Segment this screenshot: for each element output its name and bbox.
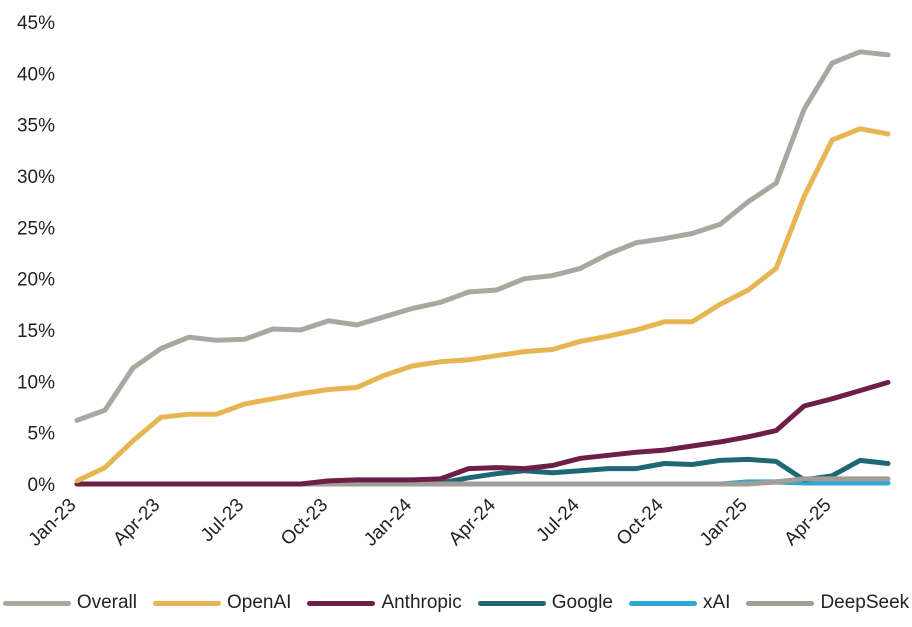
line-chart: 0% 5% 10% 15% 20% 25% 30% 35% 40% 45% Jan-23 Apr-2…	[17, 13, 891, 551]
x-tick-label: Apr-25	[780, 495, 835, 550]
legend: Overall OpenAI Anthropic Google xAI DeepSeek	[0, 588, 912, 618]
legend-label: DeepSeek	[820, 592, 910, 613]
series-line-overall	[74, 49, 891, 423]
legend-label: Anthropic	[381, 592, 462, 613]
series-line-openai	[74, 126, 891, 484]
x-axis-ticks: Jan-23 Apr-23 Jul-23 Oct-23 Jan-24 Apr-24 Jul-…	[25, 494, 836, 550]
x-tick-label: Oct-24	[613, 494, 668, 549]
x-tick-label: Apr-23	[109, 495, 164, 550]
y-tick-label: 5%	[28, 424, 56, 445]
x-tick-label: Jan-23	[25, 495, 81, 551]
y-axis-ticks: 0% 5% 10% 15% 20% 25% 30% 35% 40% 45%	[17, 13, 55, 496]
x-tick-label: Apr-24	[445, 494, 500, 549]
legend-swatch	[477, 600, 546, 606]
y-tick-label: 0%	[28, 475, 56, 496]
y-tick-label: 15%	[17, 321, 55, 342]
legend-swatch	[629, 600, 697, 606]
x-tick-label: Oct-23	[277, 495, 332, 550]
legend-item-anthropic: Anthropic	[307, 592, 462, 614]
y-tick-label: 20%	[17, 270, 55, 291]
series-lines	[74, 49, 891, 487]
legend-swatch	[746, 600, 815, 606]
legend-swatch	[2, 600, 71, 606]
legend-swatch	[307, 600, 376, 606]
legend-item-google: Google	[477, 592, 613, 614]
legend-swatch	[153, 600, 221, 606]
legend-label: OpenAI	[227, 592, 292, 613]
x-tick-label: Jul-23	[197, 495, 248, 546]
y-tick-label: 25%	[17, 218, 55, 239]
series-line-anthropic	[74, 379, 891, 487]
legend-label: Overall	[76, 592, 137, 613]
x-tick-label: Jan-25	[696, 495, 752, 551]
y-tick-label: 45%	[17, 13, 55, 34]
legend-item-xai: xAI	[629, 592, 730, 614]
legend-item-overall: Overall	[2, 592, 137, 614]
x-tick-label: Jul-24	[532, 494, 584, 546]
legend-label: xAI	[703, 592, 731, 613]
legend-item-openai: OpenAI	[153, 592, 291, 614]
y-tick-label: 30%	[17, 167, 55, 188]
x-tick-label: Jan-24	[360, 494, 416, 550]
y-tick-label: 10%	[17, 372, 55, 393]
y-tick-label: 35%	[17, 116, 55, 137]
y-tick-label: 40%	[17, 64, 55, 85]
legend-label: Google	[551, 592, 613, 613]
legend-item-deepseek: DeepSeek	[746, 592, 909, 614]
